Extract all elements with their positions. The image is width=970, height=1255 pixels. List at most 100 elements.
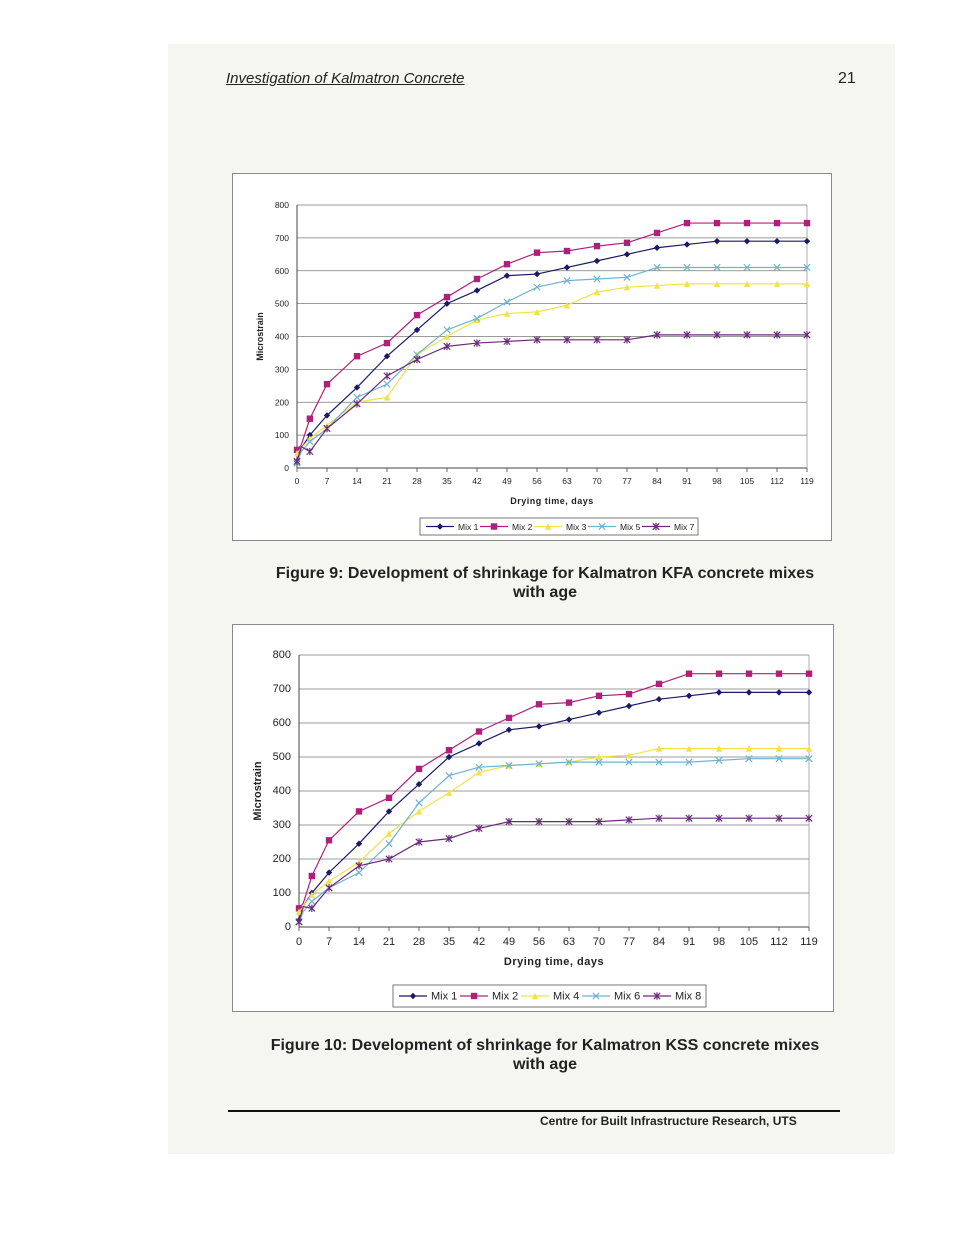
data-point: [743, 237, 751, 245]
data-point: [593, 288, 601, 296]
data-point: [623, 239, 631, 247]
footer-text: Centre for Built Infrastructure Research…: [540, 1114, 797, 1128]
data-point: [353, 393, 361, 401]
y-tick-label: 500: [273, 751, 291, 763]
data-point: [655, 814, 663, 822]
data-point: [803, 219, 811, 227]
y-tick-label: 800: [273, 649, 291, 661]
data-point: [415, 765, 423, 773]
data-point: [323, 380, 331, 388]
data-point: [445, 747, 453, 754]
legend-label: Mix 7: [674, 522, 695, 532]
legend-item: Mix 1: [399, 991, 457, 1003]
y-tick-label: 200: [273, 853, 291, 865]
data-point: [803, 280, 811, 288]
data-point: [445, 753, 453, 761]
data-point: [445, 834, 453, 843]
data-point: [745, 745, 753, 752]
x-tick-label: 84: [653, 936, 665, 948]
data-point: [563, 302, 571, 309]
legend-label: Mix 8: [675, 991, 701, 1003]
data-point: [443, 342, 451, 351]
data-point: [655, 680, 663, 688]
data-point: [593, 336, 601, 344]
data-point: [445, 789, 453, 796]
data-point: [593, 275, 601, 283]
data-point: [565, 716, 573, 723]
x-tick-label: 119: [800, 936, 818, 948]
data-point: [805, 670, 813, 677]
series-mix-5: [293, 263, 811, 467]
data-point: [773, 263, 781, 272]
data-point: [385, 840, 393, 848]
x-tick-label: 63: [563, 936, 575, 948]
legend-item: Mix 6: [582, 991, 640, 1003]
x-tick-label: 21: [382, 476, 392, 486]
data-point: [685, 692, 693, 699]
x-tick-label: 21: [383, 936, 395, 948]
data-point: [595, 709, 603, 716]
x-axis-title: Drying time, days: [510, 496, 594, 506]
figure-9-caption-line-2: with age: [512, 584, 577, 601]
series-mix-1: [293, 237, 811, 465]
data-point: [625, 758, 633, 766]
data-point: [713, 219, 721, 227]
data-point: [503, 272, 511, 279]
data-point: [503, 260, 511, 268]
data-point: [503, 337, 511, 346]
data-point: [685, 814, 693, 822]
x-tick-label: 0: [295, 476, 300, 486]
series-mix-3: [293, 280, 811, 457]
x-tick-label: 112: [770, 476, 784, 486]
data-point: [713, 263, 721, 272]
data-point: [535, 817, 543, 826]
figure-10-caption-line-1: Figure 10: Development of shrinkage for …: [270, 1037, 820, 1054]
data-point: [563, 264, 571, 271]
x-tick-label: 105: [740, 936, 758, 948]
data-point: [385, 830, 393, 837]
data-point: [715, 814, 723, 822]
x-axis-title: Drying time, days: [504, 956, 604, 968]
data-point: [383, 353, 391, 360]
figure-9-caption: Figure 9: Development of shrinkage for K…: [240, 564, 850, 602]
data-point: [595, 817, 603, 826]
y-axis-title: Microstrain: [255, 312, 265, 361]
data-point: [475, 824, 483, 833]
legend-label: Mix 1: [431, 991, 457, 1003]
legend-label: Mix 2: [512, 522, 533, 532]
series-line: [298, 817, 809, 923]
data-point: [473, 287, 481, 294]
data-point: [306, 447, 314, 456]
data-point: [415, 808, 423, 815]
data-point: [325, 837, 333, 844]
data-point: [505, 817, 513, 826]
data-point: [683, 263, 691, 272]
y-tick-label: 400: [273, 785, 291, 797]
data-point: [293, 457, 301, 466]
x-tick-label: 49: [503, 936, 515, 948]
data-point: [655, 696, 663, 703]
data-point: [533, 308, 541, 316]
data-point: [505, 714, 513, 722]
x-tick-label: 7: [325, 476, 330, 486]
data-point: [475, 763, 483, 771]
x-tick-label: 56: [533, 936, 545, 948]
legend-item: Mix 2: [480, 522, 533, 532]
x-tick-label: 7: [326, 936, 332, 948]
chart-figure-10: 0 100 200 300 400 500 600 700 800 0 7 14 21 28 35 42 49 5…: [232, 624, 834, 1012]
y-tick-label: 300: [273, 819, 291, 831]
data-point: [563, 336, 571, 344]
data-point: [353, 384, 361, 391]
legend-item: Mix 3: [534, 522, 587, 532]
data-point: [745, 814, 753, 822]
data-point: [533, 336, 541, 344]
legend-label: Mix 3: [566, 522, 587, 532]
data-point: [306, 415, 314, 422]
x-tick-label: 91: [682, 476, 692, 486]
data-point: [293, 446, 301, 454]
data-point: [653, 229, 661, 237]
legend-swatch-marker: [531, 992, 539, 1000]
data-point: [743, 331, 751, 339]
data-point: [473, 314, 481, 323]
data-point: [595, 692, 603, 699]
